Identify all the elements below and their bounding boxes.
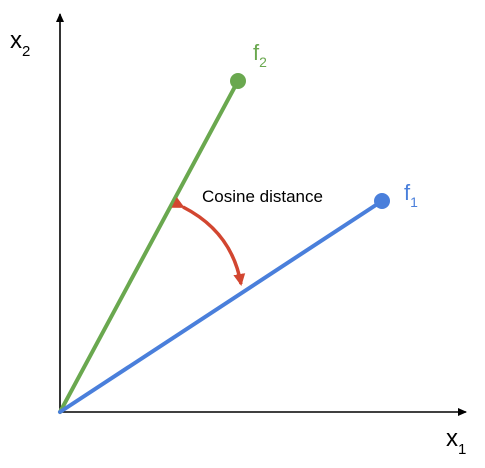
vector-f1-label: f1 <box>404 180 418 210</box>
cosine-distance-arc <box>171 197 246 286</box>
vector-f2-label: f2 <box>253 40 267 70</box>
cosine-distance-label: Cosine distance <box>202 187 323 206</box>
vector-f2 <box>58 79 240 414</box>
vector-f2-endpoint <box>230 73 246 89</box>
vector-f1-endpoint <box>374 193 390 209</box>
x-axis-label: x1 <box>446 425 466 458</box>
vector-f1 <box>58 199 384 414</box>
y-axis-label: x2 <box>10 27 30 60</box>
